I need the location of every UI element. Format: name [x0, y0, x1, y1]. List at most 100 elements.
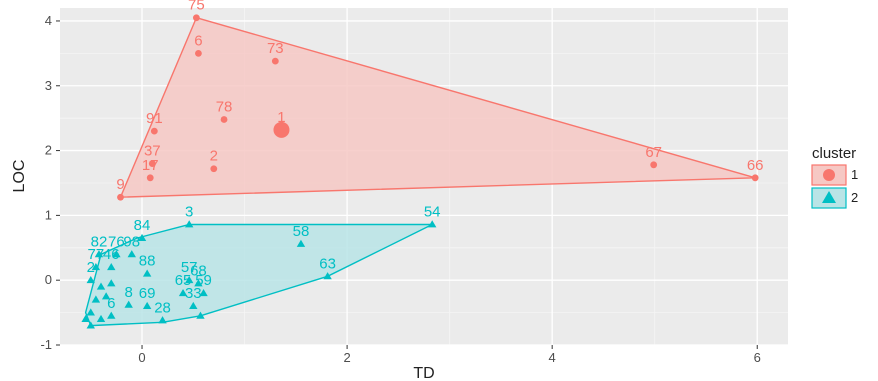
point-label: 75 [188, 0, 205, 14]
legend-circle-icon [823, 169, 835, 181]
data-point [94, 250, 104, 258]
y-tick-label: 2 [45, 143, 52, 158]
point-label: 98 [123, 233, 140, 250]
data-point [158, 316, 167, 324]
y-tick-label: 0 [45, 272, 52, 287]
point-label: 88 [139, 253, 156, 270]
x-tick-label: 6 [754, 350, 761, 365]
data-point [112, 250, 121, 258]
data-point [296, 239, 306, 247]
data-point [150, 127, 158, 135]
data-point [107, 279, 116, 287]
data-point [137, 233, 147, 242]
data-point [91, 263, 101, 271]
y-axis-title: LOC [11, 160, 28, 193]
x-tick-label: 0 [138, 350, 145, 365]
data-point [428, 220, 437, 228]
point-label: 73 [267, 40, 284, 57]
data-point [146, 174, 154, 182]
data-point [142, 301, 152, 310]
point-label: 58 [293, 223, 310, 240]
data-point [86, 308, 95, 316]
point-label: 69 [139, 285, 156, 302]
legend-title: cluster [812, 145, 856, 162]
point-label: 17 [142, 157, 159, 174]
data-point [196, 311, 205, 319]
point-label: 9 [116, 176, 124, 193]
y-tick-label: 4 [45, 13, 52, 28]
point-label: 82 [91, 233, 108, 250]
point-label: 54 [424, 203, 441, 220]
point-label: 28 [154, 299, 171, 316]
point-label: 1 [277, 109, 285, 126]
data-point [184, 220, 194, 228]
data-point [101, 292, 111, 300]
data-point [86, 275, 95, 284]
point-label: 63 [319, 255, 336, 272]
point-label: 57 [181, 259, 198, 276]
legend-label: 1 [851, 167, 858, 182]
data-point [91, 295, 101, 303]
point-label: 2 [87, 259, 95, 276]
data-point [127, 250, 136, 258]
point-label: 76 [108, 233, 125, 250]
data-point [210, 165, 218, 173]
y-tick-label: -1 [40, 337, 52, 352]
data-point [96, 282, 106, 290]
point-label: 3 [185, 203, 193, 220]
legend-label: 2 [851, 190, 858, 205]
data-point [142, 269, 152, 277]
point-label: 46 [103, 246, 120, 263]
data-point [195, 49, 202, 57]
data-point [199, 288, 208, 297]
data-point [96, 314, 106, 323]
data-point [86, 321, 95, 329]
point-label: 33 [185, 285, 202, 302]
x-tick-label: 4 [549, 350, 556, 365]
point-label: 6 [107, 295, 115, 312]
data-point [148, 160, 156, 167]
data-point [124, 300, 133, 308]
data-point [194, 279, 203, 287]
data-point [184, 275, 194, 284]
point-label: 68 [190, 262, 207, 279]
cluster-hull [119, 16, 756, 198]
x-axis-title: TD [413, 365, 434, 381]
data-point [107, 311, 116, 319]
data-point [117, 193, 124, 201]
point-label: 37 [144, 143, 161, 160]
cluster-hull [84, 223, 433, 327]
data-point [273, 121, 290, 138]
legend-triangle-icon [822, 191, 836, 203]
data-point [271, 57, 279, 65]
point-label: 66 [747, 157, 764, 174]
point-label: 84 [134, 217, 151, 234]
data-point [189, 301, 198, 310]
point-label: 2 [210, 148, 218, 165]
y-tick-label: 3 [45, 78, 52, 93]
point-label: 8 [125, 284, 133, 301]
point-label: 77 [88, 246, 105, 263]
data-point [751, 174, 759, 182]
point-label: 91 [146, 110, 163, 127]
data-point [192, 14, 200, 22]
y-tick-label: 1 [45, 207, 52, 222]
point-label: 67 [645, 144, 662, 161]
data-point [220, 116, 228, 123]
x-tick-label: 2 [343, 350, 350, 365]
point-label: 65 [175, 272, 192, 289]
data-point [323, 272, 332, 280]
point-label: 78 [216, 98, 233, 115]
point-label: 6 [194, 32, 202, 49]
data-point [650, 161, 658, 169]
data-point [178, 288, 188, 297]
point-label: 59 [195, 272, 212, 289]
legend: cluster 1 2 [811, 145, 858, 209]
data-point [81, 314, 90, 323]
data-point [107, 263, 116, 271]
